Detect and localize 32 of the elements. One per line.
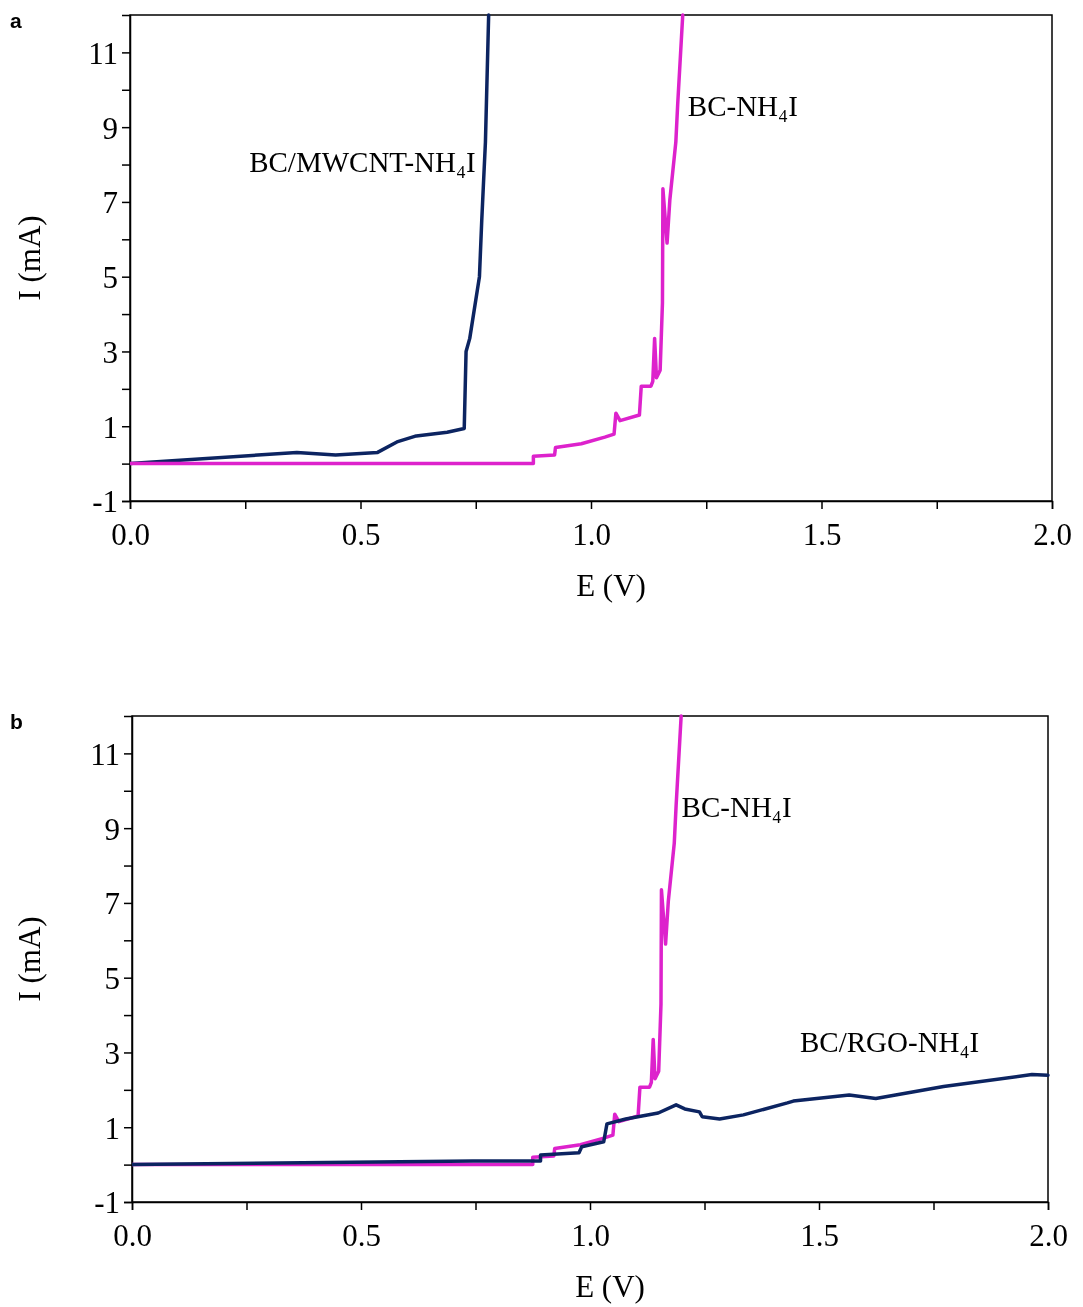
y-tick-label: 7	[104, 886, 120, 922]
y-tick-label: 3	[102, 334, 118, 370]
x-axis-title: E (V)	[575, 1269, 645, 1304]
y-tick-label: 1	[104, 1110, 120, 1146]
y-tick-label: 5	[102, 260, 118, 296]
x-tick-label: 1.0	[572, 516, 611, 552]
line-series	[130, 13, 685, 466]
y-tick-label: 9	[102, 110, 118, 146]
series-label: BC/MWCNT-NH₄I	[249, 146, 476, 179]
y-tick-label: 1	[102, 409, 118, 445]
x-tick-label: 2.0	[1029, 1217, 1068, 1253]
y-tick-label: 11	[90, 736, 120, 772]
y-tick-label: 5	[104, 961, 120, 997]
x-tick-label: 1.5	[800, 1217, 839, 1253]
series-label: BC-NH₄I	[687, 89, 798, 122]
x-tick-label: 0.5	[342, 1217, 381, 1253]
chart-title: a	[10, 9, 22, 32]
x-tick-label: 0.5	[341, 516, 381, 552]
x-tick-label: 1.5	[802, 516, 842, 552]
x-axis-title: E (V)	[576, 568, 646, 603]
y-axis-title: I (mA)	[12, 215, 47, 301]
y-axis-title: I (mA)	[12, 916, 47, 1002]
series-label: BC-NH₄I	[681, 790, 792, 823]
y-tick-label: 7	[102, 185, 118, 221]
x-tick-label: 1.0	[571, 1217, 610, 1253]
y-tick-label: 11	[88, 35, 118, 71]
y-tick-label: 9	[104, 811, 120, 847]
x-tick-label: 2.0	[1033, 516, 1072, 552]
line-series	[132, 1072, 1050, 1167]
y-tick-label: 3	[104, 1035, 120, 1071]
series-label: BC/RGO-NH₄I	[800, 1026, 980, 1059]
chart-title: b	[10, 710, 23, 733]
